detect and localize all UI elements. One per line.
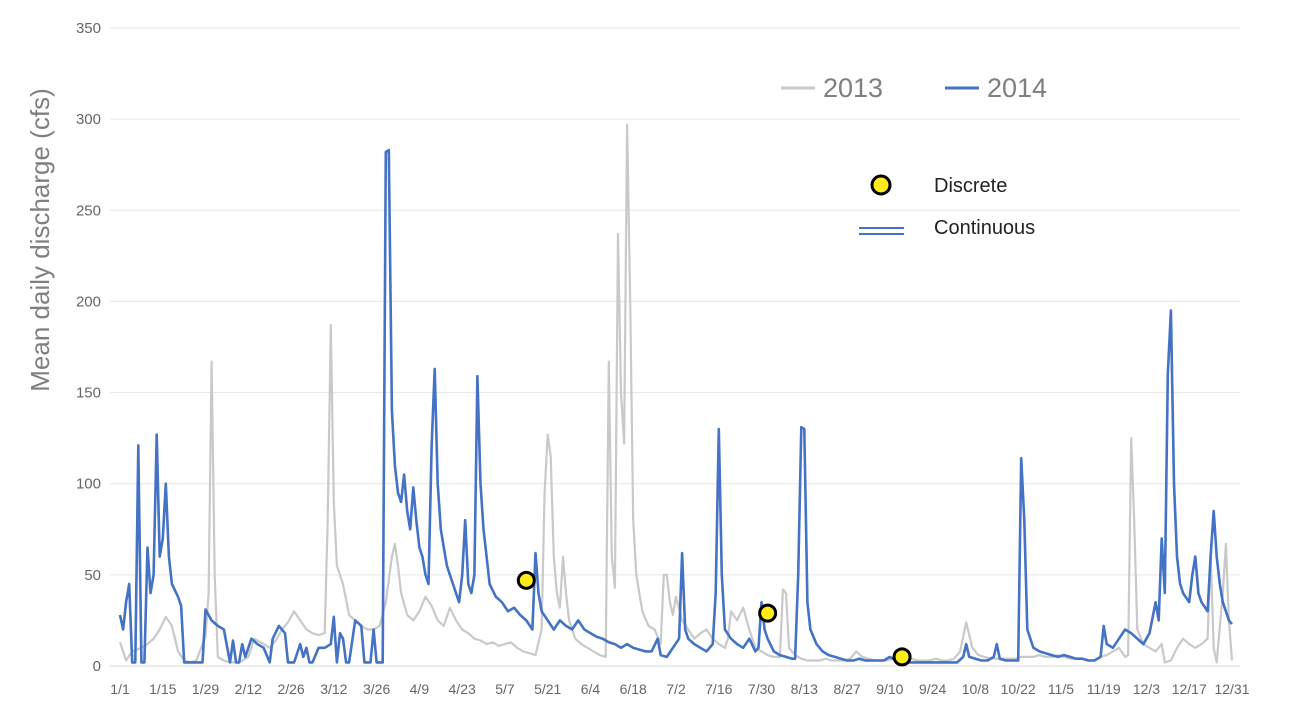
y-tick-label: 300: [76, 111, 101, 128]
grid-lines: [110, 27, 1240, 667]
legend-label-2013: 2013: [823, 73, 883, 103]
discrete-markers: [516, 570, 912, 667]
series-line-2013: [118, 123, 1234, 664]
series-lines: [118, 123, 1234, 664]
x-tick-label: 8/13: [791, 681, 818, 697]
y-tick-label: 350: [76, 20, 101, 37]
legend-discrete-marker: [870, 174, 892, 196]
x-tick-label: 1/15: [149, 681, 176, 697]
x-tick-label: 2/12: [235, 681, 262, 697]
y-tick-label: 150: [76, 385, 101, 402]
x-tick-label: 7/16: [705, 681, 732, 697]
y-tick-label: 250: [76, 202, 101, 219]
y-tick-label: 200: [76, 293, 101, 310]
x-tick-label: 6/18: [620, 681, 647, 697]
x-tick-label: 12/17: [1172, 681, 1207, 697]
x-tick-label: 11/5: [1048, 681, 1074, 697]
x-tick-label: 4/23: [449, 681, 476, 697]
legend-label-discrete: Discrete: [934, 175, 1007, 197]
x-tick-label: 7/2: [666, 681, 686, 697]
discrete-point: [758, 603, 778, 623]
x-tick-label: 11/19: [1087, 681, 1121, 697]
legend-label-continuous: Continuous: [934, 217, 1035, 239]
discrete-point: [516, 570, 536, 590]
x-tick-label: 4/9: [410, 681, 430, 697]
x-tick-label: 1/1: [110, 681, 130, 697]
x-tick-label: 7/30: [748, 681, 775, 697]
x-tick-label: 9/24: [919, 681, 946, 697]
x-tick-label: 5/7: [495, 681, 515, 697]
discrete-point: [892, 647, 912, 667]
y-tick-label: 0: [93, 658, 101, 675]
x-tick-label: 12/31: [1214, 681, 1249, 697]
series-line-2014: [118, 148, 1233, 664]
x-tick-label: 9/10: [876, 681, 903, 697]
y-axis-label: Mean daily discharge (cfs): [25, 88, 55, 391]
y-tick-labels: 0 50 100 150 200 250 300 350: [76, 20, 101, 675]
x-tick-label: 3/26: [363, 681, 390, 697]
y-tick-label: 100: [76, 476, 101, 493]
x-tick-label: 2/26: [277, 681, 304, 697]
x-tick-label: 3/12: [320, 681, 347, 697]
x-tick-labels: 1/1 1/15 1/29 2/12 2/26 3/12 3/26 4/9 4/23 5/7 5/2…: [110, 681, 1249, 697]
legend: 2013 2014 Discrete Continuous: [781, 73, 1047, 239]
x-tick-label: 8/27: [833, 681, 860, 697]
x-tick-label: 1/29: [192, 681, 219, 697]
x-tick-label: 10/22: [1001, 681, 1036, 697]
legend-label-2014: 2014: [987, 73, 1047, 103]
x-tick-label: 5/21: [534, 681, 561, 697]
x-tick-label: 6/4: [581, 681, 601, 697]
x-tick-label: 10/8: [962, 681, 989, 697]
x-tick-label: 12/3: [1133, 681, 1160, 697]
y-tick-label: 50: [84, 567, 101, 584]
